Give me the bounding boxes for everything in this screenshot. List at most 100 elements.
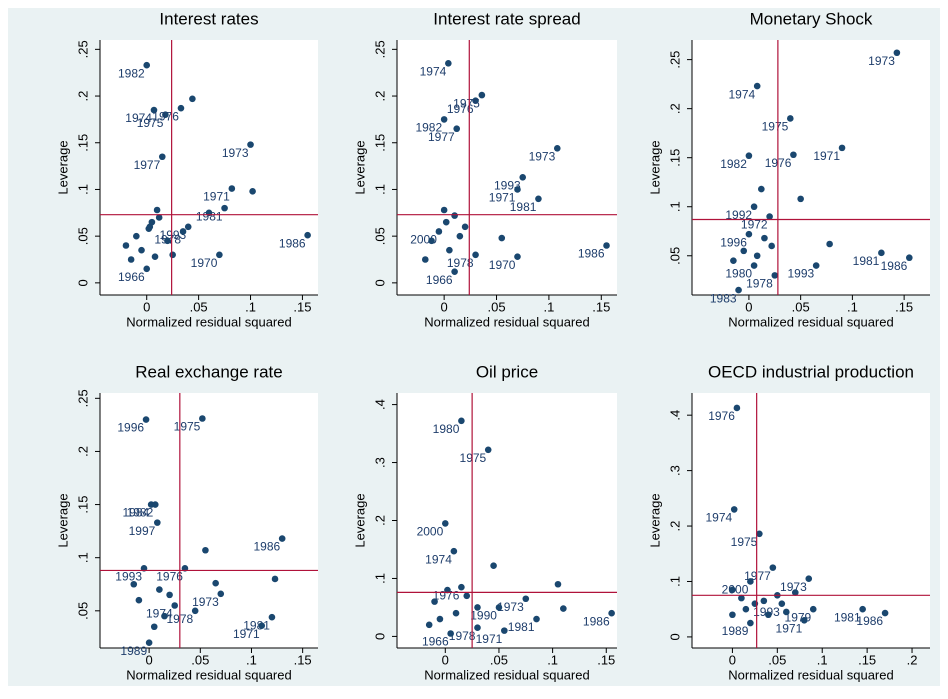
point [756, 530, 763, 538]
point [199, 415, 206, 422]
point [216, 251, 223, 259]
point [790, 151, 797, 159]
x-tick-label: .15 [294, 652, 312, 667]
point [127, 256, 135, 263]
point [142, 416, 150, 423]
point [750, 262, 758, 269]
y-tick-label: .15 [667, 149, 682, 167]
point-label: 1996 [720, 235, 747, 249]
point [444, 586, 451, 594]
point [472, 97, 479, 105]
y-axis-label: Leverage [352, 493, 367, 547]
point-label: 1970 [489, 258, 516, 272]
point-label: 1973 [222, 146, 249, 160]
point-label: 1973 [868, 54, 895, 68]
point [740, 247, 748, 255]
point [143, 61, 151, 69]
point [271, 575, 279, 583]
panel-title: Monetary Shock [750, 9, 873, 28]
point-label: 1970 [191, 256, 218, 270]
point [761, 234, 768, 242]
point-label: 1996 [117, 421, 144, 435]
point [474, 604, 481, 611]
point-label: 1975 [174, 420, 201, 434]
panel-title: Oil price [476, 362, 538, 381]
point [766, 213, 773, 220]
point [738, 594, 745, 602]
point [421, 256, 429, 263]
point [428, 237, 435, 245]
y-axis-label: Leverage [55, 493, 70, 547]
x-axis-label: Normalized residual squared [728, 667, 893, 682]
point [769, 564, 777, 571]
point [747, 578, 754, 585]
point [733, 404, 741, 412]
y-tick-label: .1 [667, 576, 682, 587]
point [495, 604, 503, 611]
point [797, 195, 804, 203]
point-label: 1981 [196, 209, 223, 223]
point [258, 622, 266, 629]
point [906, 254, 913, 262]
point [753, 82, 761, 90]
y-tick-label: .2 [372, 515, 387, 526]
point [164, 237, 171, 245]
point [484, 446, 492, 454]
y-tick-label: .05 [75, 227, 90, 245]
y-tick-label: 0 [372, 279, 387, 286]
point-label: 1989 [120, 644, 147, 658]
y-tick-label: .05 [667, 247, 682, 265]
point [463, 592, 471, 600]
point [154, 519, 161, 526]
x-tick-label: .15 [293, 299, 311, 314]
point [442, 218, 450, 226]
point-label: 1975 [137, 116, 164, 130]
point-label: 1986 [856, 614, 883, 628]
point [171, 602, 179, 609]
x-tick-label: .05 [190, 299, 208, 314]
y-tick-label: .25 [75, 389, 90, 407]
point-label: 1973 [192, 595, 219, 609]
point [742, 605, 750, 613]
point [451, 212, 458, 219]
y-tick-label: .05 [75, 602, 90, 620]
point [221, 204, 228, 212]
point-label: 1982 [720, 157, 747, 171]
point [809, 605, 817, 613]
point-label: 1975 [762, 120, 789, 134]
y-tick-label: .2 [75, 446, 90, 457]
point [122, 242, 130, 249]
point [735, 286, 742, 294]
point [859, 605, 866, 613]
point-label: 1981 [508, 620, 535, 634]
y-tick-label: .05 [372, 227, 387, 245]
x-axis-label: Normalized residual squared [728, 314, 893, 329]
y-axis-label: Leverage [647, 493, 662, 547]
point [458, 417, 465, 425]
y-tick-label: .25 [75, 40, 90, 58]
point-label: 1977 [428, 130, 455, 144]
y-axis-label: Leverage [55, 140, 70, 194]
y-tick-label: .2 [372, 91, 387, 102]
point [747, 619, 754, 627]
x-tick-label: 0 [745, 299, 752, 314]
point-label: 1974 [146, 607, 173, 621]
y-tick-label: .15 [75, 496, 90, 514]
x-axis-label: Normalized residual squared [126, 667, 291, 682]
x-axis-label: Normalized residual squared [126, 314, 291, 329]
point-label: 1973 [497, 600, 524, 614]
point [184, 223, 192, 231]
point [553, 145, 561, 152]
point-label: 1984 [122, 506, 149, 520]
point-label: 1993 [115, 569, 142, 583]
point [249, 188, 256, 195]
y-axis-label: Leverage [647, 140, 662, 194]
point-label: 1973 [529, 150, 556, 164]
point-label: 1981 [834, 610, 861, 624]
x-tick-label: .15 [597, 652, 615, 667]
x-tick-label: .15 [895, 299, 913, 314]
point-label: 1974 [125, 111, 152, 125]
x-tick-label: .1 [847, 299, 858, 314]
point [456, 232, 464, 240]
point [765, 611, 772, 619]
